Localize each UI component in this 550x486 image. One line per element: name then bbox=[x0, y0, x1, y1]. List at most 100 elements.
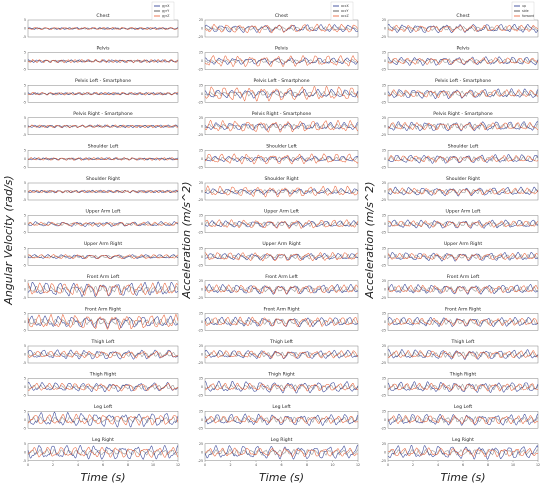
y-tick-label: 5 bbox=[24, 51, 26, 55]
y-tick-label: 25 bbox=[382, 181, 386, 185]
y-tick-label: 0 bbox=[201, 92, 203, 96]
series-line-gyrY bbox=[27, 416, 179, 424]
y-tick-label: -5 bbox=[23, 100, 26, 104]
series-line-forward bbox=[387, 252, 539, 261]
subplot-title: Leg Right bbox=[452, 437, 474, 443]
subplot: Thigh Left 25 0 -25 bbox=[381, 339, 539, 365]
y-tick-label: 0 bbox=[201, 450, 203, 454]
x-tick-label: 0 bbox=[387, 463, 389, 467]
plot-frame bbox=[387, 182, 539, 201]
plot-frame bbox=[204, 378, 359, 396]
y-tick-label: 25 bbox=[382, 442, 386, 446]
series-line-gyrZ bbox=[27, 413, 179, 426]
y-tick-label: 0 bbox=[384, 222, 386, 226]
subplot: Chest 5 0 -5 bbox=[23, 13, 179, 39]
y-tick-label: 25 bbox=[199, 83, 203, 87]
plot-frame bbox=[27, 345, 179, 364]
subplot-title: Chest bbox=[456, 13, 469, 19]
subplot: Thigh Right 25 0 -25 bbox=[381, 372, 539, 398]
subplot-title: Front Arm Right bbox=[85, 306, 121, 312]
legend-label: accZ bbox=[341, 14, 349, 18]
series-line-gyrY bbox=[27, 351, 179, 358]
subplot: Pelvis Right - Smartphone 5 0 -5 bbox=[23, 111, 179, 137]
plot-frame bbox=[27, 313, 179, 331]
plot-frame bbox=[204, 19, 359, 38]
subplot-title: Pelvis Left - Smartphone bbox=[435, 78, 491, 84]
subplot-title: Pelvis bbox=[96, 46, 110, 52]
subplot-title: Shoulder Right bbox=[86, 176, 120, 182]
series-line-gyrY bbox=[27, 92, 179, 96]
y-tick-label: 25 bbox=[199, 442, 203, 446]
plot-frame bbox=[204, 182, 359, 201]
x-tick-label: 4 bbox=[77, 463, 79, 467]
series-line-up bbox=[387, 88, 539, 100]
x-axis-label: Time (s) bbox=[259, 471, 304, 484]
y-tick-label: -25 bbox=[198, 394, 203, 398]
series-line-accY bbox=[204, 351, 359, 358]
series-line-accY bbox=[204, 318, 359, 326]
y-tick-label: -25 bbox=[381, 35, 386, 39]
series-line-accY bbox=[204, 253, 359, 260]
x-tick-label: 12 bbox=[356, 463, 360, 467]
subplot-title: Pelvis Left - Smartphone bbox=[253, 78, 309, 84]
y-tick-label: 5 bbox=[24, 149, 26, 153]
y-tick-label: 0 bbox=[24, 157, 26, 161]
y-tick-label: 0 bbox=[201, 418, 203, 422]
x-tick-label: 6 bbox=[462, 463, 464, 467]
series-line-accY bbox=[204, 58, 359, 64]
y-tick-label: -5 bbox=[23, 459, 26, 463]
series-line-accX bbox=[204, 88, 359, 99]
series-line-accZ bbox=[204, 23, 359, 34]
subplot-title: Front Arm Right bbox=[445, 306, 481, 312]
subplot-title: Chest bbox=[275, 13, 288, 19]
subplot: Front Arm Right 25 0 -25 bbox=[198, 306, 359, 333]
y-tick-label: 0 bbox=[201, 59, 203, 63]
subplot: Shoulder Right 25 0 -25 bbox=[198, 176, 359, 202]
y-tick-label: 0 bbox=[384, 385, 386, 389]
legend-box bbox=[151, 1, 175, 21]
y-tick-label: 25 bbox=[199, 18, 203, 22]
series-line-accZ bbox=[204, 316, 359, 328]
subplot: Thigh Right 25 0 -25 bbox=[198, 372, 359, 398]
series-line-forward bbox=[387, 382, 539, 392]
series-line-accZ bbox=[204, 415, 359, 424]
x-tick-label: 4 bbox=[255, 463, 257, 467]
series-line-accY bbox=[204, 221, 359, 228]
y-tick-label: 25 bbox=[199, 377, 203, 381]
y-tick-label: 0 bbox=[384, 418, 386, 422]
series-line-gyrX bbox=[27, 445, 179, 460]
x-tick-label: 12 bbox=[536, 463, 540, 467]
legend-box bbox=[330, 1, 354, 21]
subplot: Front Arm Left 25 0 -25 bbox=[198, 274, 359, 300]
plot-frame bbox=[387, 378, 539, 396]
series-line-accZ bbox=[204, 153, 359, 165]
y-tick-label: -25 bbox=[198, 426, 203, 430]
series-line-gyrZ bbox=[27, 446, 179, 458]
y-tick-label: 0 bbox=[24, 385, 26, 389]
y-tick-label: -5 bbox=[23, 198, 26, 202]
subplot: Pelvis Right - Smartphone 25 0 -25 bbox=[198, 111, 359, 137]
subplot-title: Thigh Right bbox=[89, 372, 117, 378]
subplot: Pelvis 25 0 -25 bbox=[198, 46, 359, 72]
subplot-title: Shoulder Left bbox=[266, 143, 297, 149]
series-line-side bbox=[387, 253, 539, 260]
y-tick-label: 25 bbox=[382, 116, 386, 120]
subplot-title: Pelvis bbox=[275, 46, 289, 52]
series-line-gyrX bbox=[27, 189, 179, 194]
series-line-accY bbox=[204, 416, 359, 424]
y-tick-label: 25 bbox=[199, 344, 203, 348]
legend-label: accX bbox=[341, 4, 349, 8]
series-line-accZ bbox=[204, 350, 359, 359]
y-tick-label: 0 bbox=[201, 385, 203, 389]
y-tick-label: -5 bbox=[23, 133, 26, 137]
series-line-accX bbox=[204, 283, 359, 295]
series-line-accZ bbox=[204, 219, 359, 230]
plot-frame bbox=[27, 280, 179, 298]
y-tick-label: 0 bbox=[24, 255, 26, 259]
subplot: Thigh Right 5 0 -5 bbox=[23, 372, 179, 398]
y-tick-label: 0 bbox=[201, 27, 203, 31]
subplot-title: Pelvis Right - Smartphone bbox=[73, 111, 133, 117]
series-line-accX bbox=[204, 413, 359, 426]
subplot: Leg Left 25 0 -25 bbox=[198, 404, 359, 430]
y-tick-label: -25 bbox=[198, 459, 203, 463]
